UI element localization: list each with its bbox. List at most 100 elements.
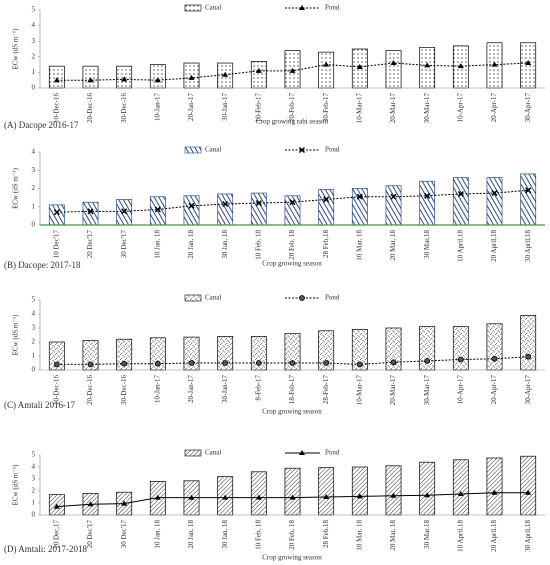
bar [250,471,267,516]
x-tick-label: 20 Dec'17 [86,230,94,259]
line-marker [491,190,498,197]
x-tick-label: 30-Mar-17 [423,375,431,406]
x-tick-label: 30 Jan, 18 [221,230,229,259]
y-tick-label: 1 [32,352,36,360]
x-tick-label: 20 Mar, 18 [389,520,397,551]
line-marker [121,500,128,506]
x-tick-label: 10 Mar, 18 [355,520,363,551]
bar [284,195,301,226]
y-tick-label: 2 [32,184,36,192]
line-marker [289,494,296,500]
line-marker [356,493,363,499]
line-marker [356,63,363,69]
line-marker [525,60,532,66]
line-marker [457,190,464,198]
y-tick-label: 2 [32,52,36,60]
bar [217,193,234,226]
y-tick-label: 0 [32,366,36,374]
x-tick-label: 20 Mar, 18 [389,230,397,261]
y-tick-label: 3 [32,324,36,332]
x-tick-label: 30 Mar,18 [423,230,431,259]
x-tick-label: 30-Apr-17 [524,375,532,405]
line-marker [87,77,94,83]
bar [452,326,469,371]
line-marker [188,202,195,209]
x-tick-label: 20 April,18 [490,230,498,262]
chart-panel: 0 1 2 3 4 5 ECw (dS m⁻¹) 10-Dec-16 20-Dec-16 30-D… [4,294,545,416]
x-tick-label: 30-Dec-16 [120,93,128,123]
x-tick-label: 10 Dec,17 [52,520,60,549]
x-tick-label: 10-Jan-17 [153,93,161,121]
bar [149,64,166,89]
chart-panel: 0 1 2 3 4 ECw (dS m⁻¹) 10 Dec'17 20 Dec'17 30 De… [4,146,545,270]
x-tick-label: 30-Jan-17 [221,375,229,403]
line-marker [424,62,431,68]
y-tick-label: 0 [32,221,36,229]
bar [48,65,65,89]
bar [82,65,99,89]
y-tick-label: 4 [32,21,36,29]
bar [419,47,436,89]
line-marker [457,356,464,363]
x-tick-label: 8-Feb-17 [254,375,262,401]
x-tick-label: 30 April,18 [524,520,532,552]
x-tick-label: 30 April,18 [524,230,532,262]
y-tick-label: 5 [32,451,36,459]
x-tick-label: 28 Feb,18 [322,520,330,549]
y-tick-label: 5 [32,296,36,304]
y-axis-title: ECw (dS m⁻¹) [12,464,20,505]
x-tick-label: 10 Mar, 18 [355,230,363,261]
x-tick-label: 10 Feb, 18 [254,520,262,550]
x-tick-label: 20 Feb, 18 [288,520,296,550]
x-tick-label: 10-Mar-17 [355,375,363,406]
x-axis-title: Crop growing season [262,554,322,562]
line-marker [390,60,397,66]
line-marker [390,359,397,366]
x-tick-label: 20-Apr-17 [490,93,498,123]
x-tick-label: 20-Apr-17 [490,375,498,405]
bar [318,51,335,89]
x-tick-label: 28-Feb-17 [322,375,330,405]
x-tick-label: 30-Jan-17 [221,93,229,121]
line-marker [87,501,94,507]
x-tick-label: 10 Dec'17 [52,230,60,259]
line-marker [298,146,306,154]
line-marker [323,360,330,366]
legend-label: Pond [325,146,340,154]
y-axis-title: ECw (dS m⁻¹) [12,28,20,69]
x-tick-label: 10-Dec-16 [52,375,60,405]
x-tick-label: 20 Feb, 18 [288,230,296,260]
y-axis-title: ECw (dS m⁻¹) [12,314,20,355]
line-marker [491,489,498,495]
y-tick-label: 3 [32,166,36,174]
line-marker [457,63,464,69]
line-marker [525,489,532,495]
y-tick-label: 1 [32,499,36,507]
panel-label: (D) Amtali: 2017-2018 [4,544,87,554]
x-tick-label: 20 Jan, 18 [187,520,195,549]
line-marker [53,503,60,509]
y-tick-label: 3 [32,475,36,483]
x-tick-label: 20 Dec'17 [86,520,94,549]
x-tick-label: 10 Feb, 18 [254,230,262,260]
line-marker [53,77,60,83]
line-marker [154,206,161,213]
line-marker [53,209,60,216]
line-marker [121,208,128,215]
x-tick-label: 10-Apr-17 [456,375,464,405]
line-marker [121,76,128,82]
bar [486,457,503,516]
line-marker [222,71,229,77]
line-marker [121,360,128,367]
line-marker [222,360,229,366]
line-marker [289,67,296,73]
x-tick-label: 30 Dec'17 [120,230,128,259]
x-tick-label: 10-Feb-17 [254,93,262,123]
line-marker [491,355,498,362]
line-marker [87,208,94,215]
x-tick-label: 10 April,18 [456,230,464,262]
x-tick-label: 20-Mar-17 [389,93,397,124]
y-tick-label: 5 [32,6,36,14]
panel-label: (A) Dacope 2016-17 [4,120,79,130]
x-tick-label: 20-Dec-16 [86,93,94,123]
